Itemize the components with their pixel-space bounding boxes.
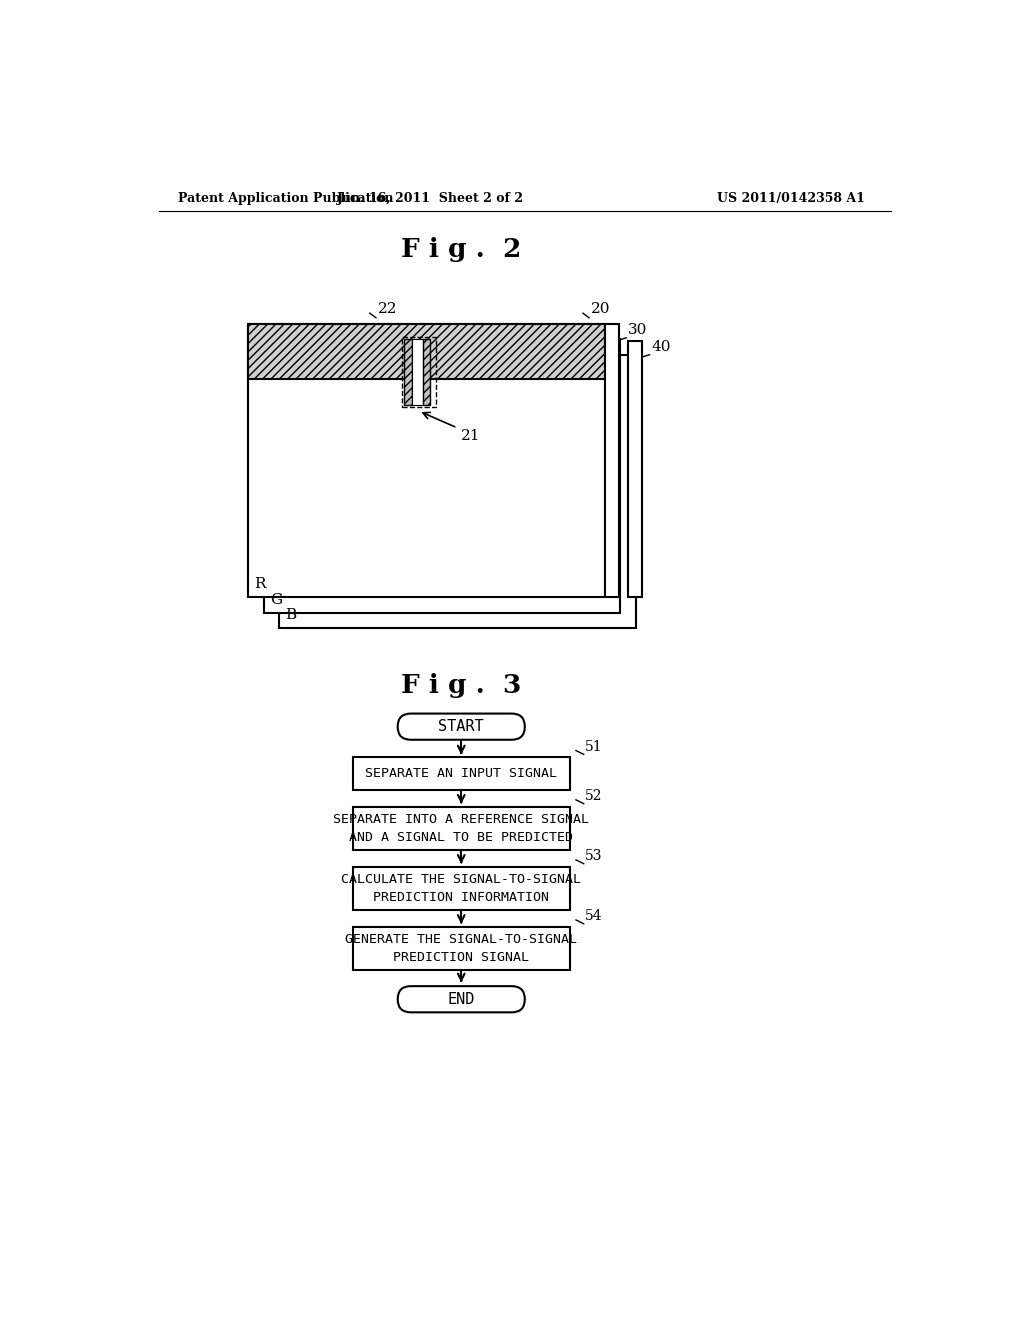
Text: 51: 51	[586, 739, 603, 754]
Text: CALCULATE THE SIGNAL-TO-SIGNAL
PREDICTION INFORMATION: CALCULATE THE SIGNAL-TO-SIGNAL PREDICTIO…	[341, 873, 582, 904]
Bar	[403, 339, 412, 405]
Bar	[412, 339, 423, 405]
Bar	[263, 339, 621, 612]
Text: F i g .  3: F i g . 3	[401, 673, 521, 698]
Text: R: R	[254, 577, 266, 591]
Bar	[423, 339, 430, 405]
Text: 22: 22	[378, 302, 397, 317]
Text: F i g .  2: F i g . 2	[401, 236, 521, 261]
Bar	[401, 337, 435, 407]
FancyBboxPatch shape	[397, 714, 524, 739]
Bar	[352, 807, 569, 850]
Text: Jun. 16, 2011  Sheet 2 of 2: Jun. 16, 2011 Sheet 2 of 2	[337, 191, 523, 205]
Bar	[604, 323, 618, 598]
Text: GENERATE THE SIGNAL-TO-SIGNAL
PREDICTION SIGNAL: GENERATE THE SIGNAL-TO-SIGNAL PREDICTION…	[345, 933, 578, 964]
Text: 20: 20	[591, 302, 610, 317]
Text: SEPARATE AN INPUT SIGNAL: SEPARATE AN INPUT SIGNAL	[366, 767, 557, 780]
Text: G: G	[270, 593, 282, 607]
Text: 52: 52	[586, 789, 603, 803]
Text: B: B	[286, 609, 297, 622]
Text: SEPARATE INTO A REFERENCE SIGNAL
AND A SIGNAL TO BE PREDICTED: SEPARATE INTO A REFERENCE SIGNAL AND A S…	[333, 813, 589, 843]
Bar	[248, 323, 604, 598]
Text: 21: 21	[461, 429, 480, 444]
Text: Patent Application Publication: Patent Application Publication	[178, 191, 394, 205]
Text: 54: 54	[586, 909, 603, 923]
Text: 30: 30	[628, 323, 647, 337]
Bar	[352, 927, 569, 970]
Text: 53: 53	[586, 849, 603, 863]
Bar	[280, 355, 636, 628]
Bar	[352, 758, 569, 789]
Text: END: END	[447, 991, 475, 1007]
Text: 40: 40	[651, 341, 671, 354]
Bar	[352, 867, 569, 909]
Text: START: START	[438, 719, 484, 734]
Bar	[248, 323, 604, 379]
FancyBboxPatch shape	[397, 986, 524, 1012]
Bar	[628, 341, 642, 598]
Text: US 2011/0142358 A1: US 2011/0142358 A1	[717, 191, 865, 205]
